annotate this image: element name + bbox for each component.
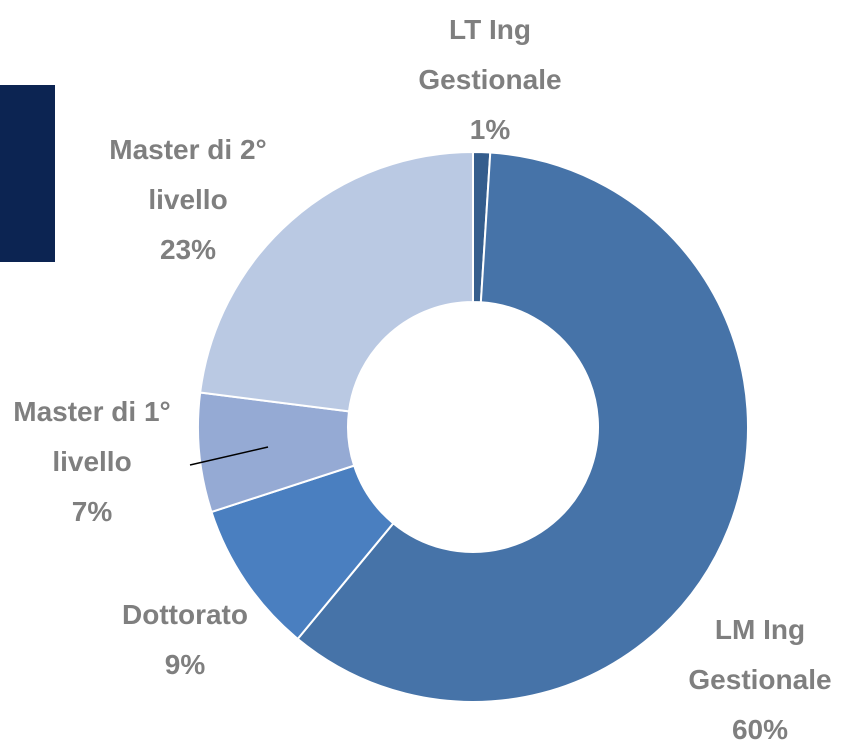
decor-panel bbox=[0, 85, 55, 262]
donut-slice bbox=[296, 151, 749, 703]
value-label: 7% bbox=[71, 496, 113, 527]
category-label: Master di 1° livello bbox=[13, 396, 171, 477]
value-label: 1% bbox=[469, 114, 511, 145]
leader-line bbox=[189, 446, 269, 466]
donut-slice bbox=[199, 150, 474, 413]
slice-label: LT Ing Gestionale 1% bbox=[400, 5, 580, 155]
category-label: Master di 2° livello bbox=[109, 134, 267, 215]
category-label: Dottorato bbox=[122, 599, 248, 630]
value-label: 9% bbox=[164, 649, 206, 680]
category-label: LM Ing Gestionale bbox=[688, 614, 832, 695]
slice-label: Dottorato 9% bbox=[95, 590, 275, 690]
value-label: 23% bbox=[159, 234, 217, 265]
slice-label: Master di 1° livello 7% bbox=[2, 387, 182, 537]
value-label: 60% bbox=[731, 714, 789, 745]
category-label: LT Ing Gestionale bbox=[418, 14, 562, 95]
slice-label: LM Ing Gestionale 60% bbox=[670, 605, 850, 755]
slice-label: Master di 2° livello 23% bbox=[98, 125, 278, 275]
